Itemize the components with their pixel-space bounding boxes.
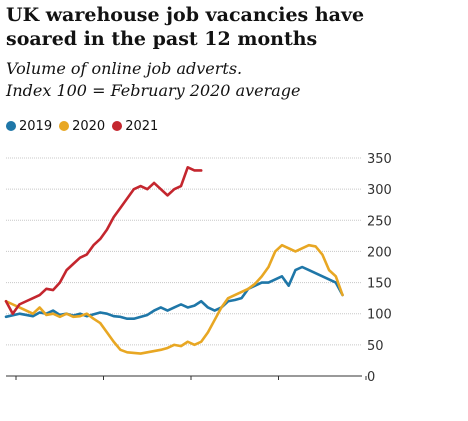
legend-label-2019: 2019 <box>19 118 53 134</box>
y-tick-label: 100 <box>367 308 392 323</box>
legend-item-2019: 2019 <box>6 119 52 134</box>
y-tick-label: 0 <box>367 370 375 385</box>
legend-label-2020: 2020 <box>72 118 106 134</box>
y-tick-label: 250 <box>367 214 392 229</box>
legend-dot-2020 <box>59 121 70 131</box>
legend-item-2021: 2021 <box>112 119 158 134</box>
chart-legend: 2019 2020 2021 <box>6 117 165 135</box>
chart-title-line-2: soared in the past 12 months <box>6 28 318 50</box>
series-line-2021 <box>4 166 203 316</box>
y-tick-label: 200 <box>367 245 392 260</box>
series-line-2019 <box>4 265 344 320</box>
chart-subtitle-line-2: Index 100 = February 2020 average <box>6 81 301 100</box>
chart-title: UK warehouse job vacancies have soared i… <box>6 3 446 51</box>
y-tick-label: 300 <box>367 183 392 198</box>
legend-item-2020: 2020 <box>59 119 105 134</box>
chart-subtitle-line-1: Volume of online job adverts. <box>6 59 243 78</box>
series-line-2020 <box>4 243 344 355</box>
y-tick-label: 350 <box>367 152 392 167</box>
legend-dot-2019 <box>6 121 16 131</box>
y-tick-label: 50 <box>367 339 384 354</box>
legend-label-2021: 2021 <box>125 118 159 134</box>
legend-dot-2021 <box>112 121 123 131</box>
chart-title-line-1: UK warehouse job vacancies have <box>6 4 365 26</box>
chart-subtitle: Volume of online job adverts. Index 100 … <box>6 58 446 102</box>
y-tick-label: 150 <box>367 277 392 292</box>
